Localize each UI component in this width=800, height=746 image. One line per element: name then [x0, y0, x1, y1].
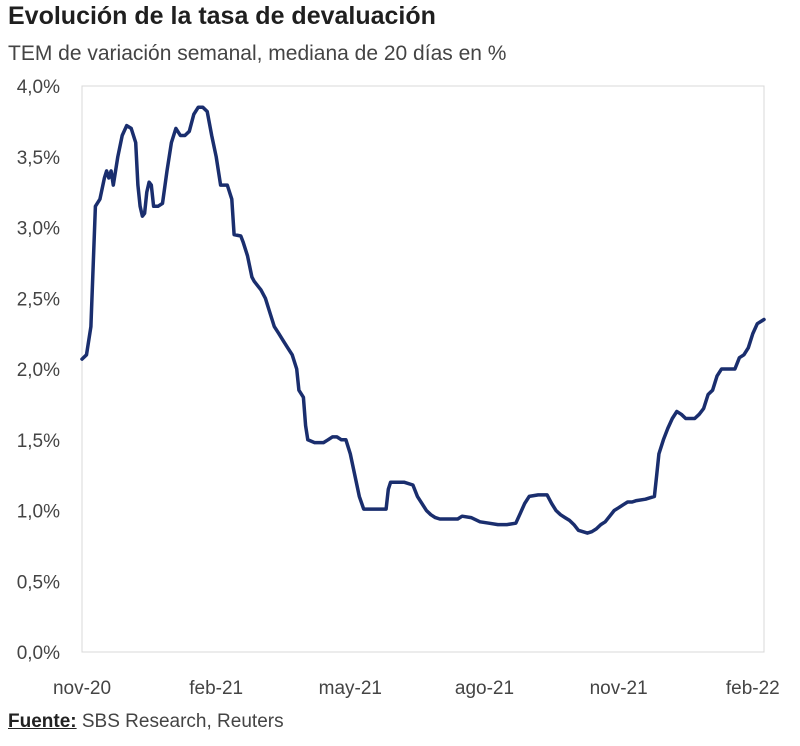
y-tick-label: 3,0%	[17, 219, 60, 240]
x-tick-label: nov-20	[53, 678, 111, 699]
x-tick-label: feb-22	[726, 678, 780, 699]
y-tick-label: 3,5%	[17, 148, 60, 169]
source-note: Fuente: SBS Research, Reuters	[8, 711, 284, 733]
x-tick-label: ago-21	[455, 678, 514, 699]
source-text: SBS Research, Reuters	[76, 711, 284, 732]
source-label: Fuente:	[8, 711, 77, 732]
x-tick-label: feb-21	[189, 678, 243, 699]
y-tick-label: 0,0%	[17, 643, 60, 664]
y-tick-label: 1,0%	[17, 502, 60, 523]
y-tick-label: 2,5%	[17, 289, 60, 310]
y-tick-label: 2,0%	[17, 360, 60, 381]
y-tick-label: 4,0%	[17, 77, 60, 98]
plot-area-frame	[81, 85, 765, 653]
chart-title: Evolución de la tasa de devaluación	[8, 2, 436, 30]
x-tick-label: may-21	[319, 678, 382, 699]
series-line-devaluacion	[80, 105, 766, 535]
y-axis: 0,0% 0,5% 1,0% 1,5% 2,0% 2,5% 3,0% 3,5% 4,0%	[17, 77, 60, 664]
line-chart: 0,0% 0,5% 1,0% 1,5% 2,0% 2,5% 3,0% 3,5% 4,0% nov…	[17, 77, 780, 699]
y-tick-label: 0,5%	[17, 572, 60, 593]
x-tick-label: nov-21	[590, 678, 648, 699]
y-tick-label: 1,5%	[17, 431, 60, 452]
x-axis: nov-20 feb-21 may-21 ago-21 nov-21 feb-22	[53, 678, 780, 699]
chart-subtitle: TEM de variación semanal, mediana de 20 …	[8, 42, 507, 65]
